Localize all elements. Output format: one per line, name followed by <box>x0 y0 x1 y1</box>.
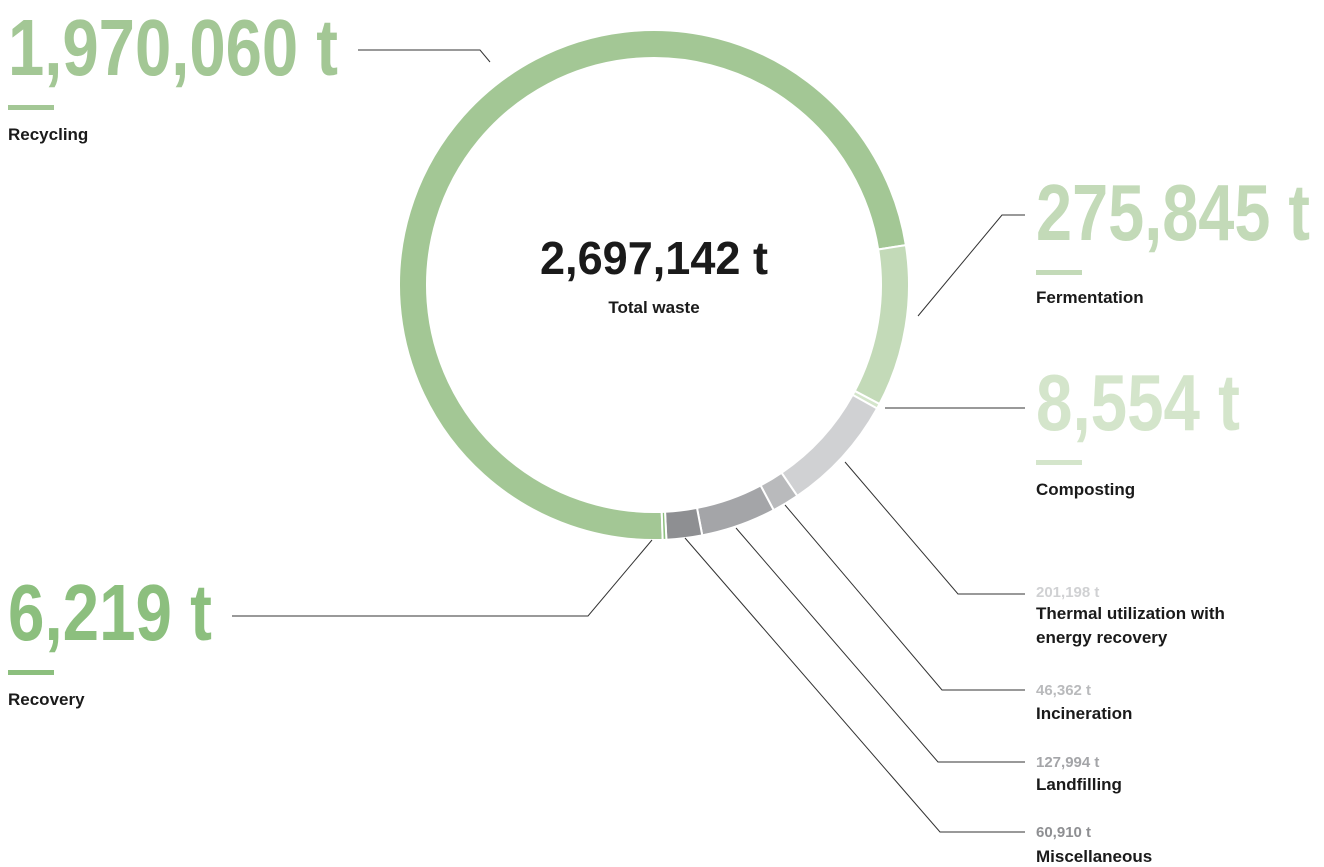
value-label: 6,219 t <box>8 568 212 657</box>
leader-line <box>684 537 1025 833</box>
value-label: 46,362 t <box>1036 682 1091 699</box>
leader-line <box>784 504 1025 691</box>
donut-segment <box>398 29 908 541</box>
leader-line <box>232 539 653 617</box>
donut-segment <box>695 484 776 537</box>
leader-line <box>917 214 1025 317</box>
value-label: 201,198 t <box>1036 584 1099 601</box>
category-label: Fermentation <box>1036 288 1144 307</box>
category-label: Composting <box>1036 480 1136 499</box>
leader-line <box>358 49 491 63</box>
donut-segment <box>663 506 704 541</box>
value-label: 127,994 t <box>1036 754 1099 771</box>
category-label: Incineration <box>1036 704 1133 723</box>
value-label: 8,554 t <box>1036 358 1240 447</box>
label-dash <box>1036 460 1082 465</box>
category-label: Miscellaneous <box>1036 847 1153 866</box>
category-label: Recovery <box>8 690 85 709</box>
donut-segment <box>853 243 910 406</box>
leader-line <box>735 527 1025 763</box>
label-dash <box>8 105 54 110</box>
value-label: 275,845 t <box>1036 168 1310 257</box>
total-caption: Total waste <box>608 298 699 317</box>
label-dash <box>8 670 54 675</box>
value-label: 1,970,060 t <box>8 3 338 92</box>
category-label: Recycling <box>8 125 89 144</box>
leader-line <box>844 461 1025 595</box>
category-label: Landfilling <box>1036 775 1122 794</box>
category-label: Thermal utilization with energy recovery <box>1036 604 1225 647</box>
donut-segment <box>660 510 668 541</box>
value-label: 60,910 t <box>1036 824 1091 841</box>
donut-segment <box>780 393 879 498</box>
label-dash <box>1036 270 1082 275</box>
total-value: 2,697,142 t <box>540 232 768 284</box>
